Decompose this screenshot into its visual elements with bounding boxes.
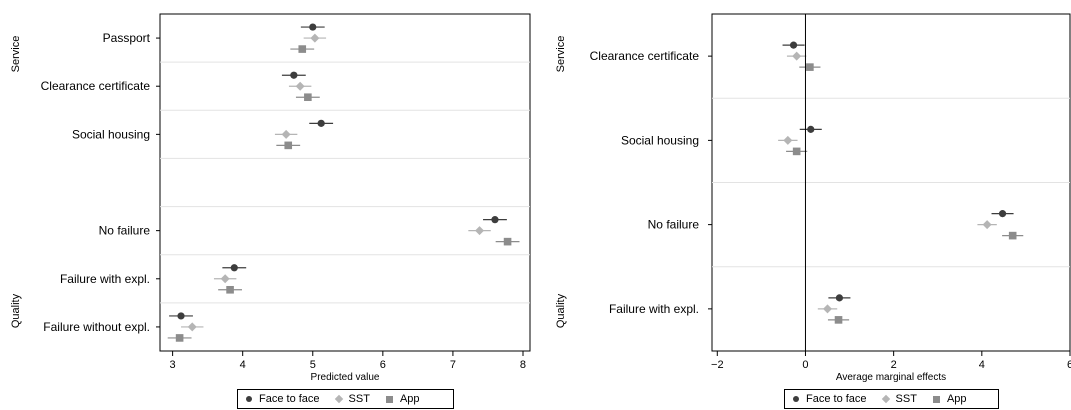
point-sst-failure-without-expl (187, 322, 197, 332)
point-face-to-face-failure-with-expl (230, 264, 238, 272)
diamond-marker-icon (334, 394, 343, 404)
legend-label: App (399, 393, 420, 405)
point-sst-clearance-certificate (295, 81, 305, 91)
point-face-to-face-social-housing (807, 125, 815, 133)
x-tick-label: 5 (310, 359, 316, 371)
point-face-to-face-failure-with-expl (835, 294, 844, 302)
group-label-service: Service (555, 36, 567, 73)
x-tick-label: 4 (979, 359, 985, 371)
x-tick-label: 4 (240, 359, 246, 371)
point-sst-failure-with-expl (823, 304, 833, 314)
point-face-to-face-clearance-certificate (290, 71, 298, 79)
x-tick-label: 3 (170, 359, 176, 371)
point-face-to-face-failure-without-expl (177, 312, 185, 320)
point-sst-no-failure (982, 220, 992, 230)
point-app-passport (298, 45, 307, 53)
diamond-marker-icon (881, 394, 890, 404)
legend-item-face-to-face: Face to face (246, 393, 320, 405)
x-tick-label: 2 (891, 359, 897, 371)
row-label-failure-without-expl: Failure without expl. (43, 320, 150, 334)
legend-item-app: App (932, 393, 967, 405)
circle-marker-icon (793, 396, 799, 402)
point-app-clearance-certificate (304, 93, 312, 102)
row-label-passport: Passport (103, 31, 151, 45)
row-label-no-failure: No failure (648, 218, 700, 232)
row-label-no-failure: No failure (99, 224, 151, 238)
circle-marker-icon (246, 396, 252, 402)
plot-frame (159, 13, 531, 352)
x-tick-label: 8 (520, 359, 526, 371)
point-app-social-housing (284, 141, 293, 150)
row-label-social-housing: Social housing (72, 127, 150, 141)
legend-label: Face to face (806, 393, 867, 405)
legend-left: Face to face SST App (237, 389, 454, 409)
x-tick-label: 6 (1067, 359, 1071, 371)
row-label-social-housing: Social housing (621, 133, 699, 147)
point-sst-no-failure (475, 226, 485, 236)
point-sst-passport (310, 33, 320, 43)
point-app-clearance-certificate (806, 63, 814, 71)
row-label-failure-with-expl: Failure with expl. (60, 272, 150, 286)
group-label-service: Service (10, 36, 22, 73)
legend-item-sst: SST (881, 393, 917, 405)
point-face-to-face-no-failure (998, 210, 1007, 218)
x-axis-title: Predicted value (311, 372, 380, 383)
legend-label: SST (348, 393, 370, 405)
point-app-no-failure (1008, 231, 1017, 240)
x-axis-title: Average marginal effects (836, 372, 946, 383)
legend-label: App (946, 393, 967, 405)
point-face-to-face-passport (309, 23, 317, 31)
point-app-no-failure (503, 237, 512, 246)
square-marker-icon (385, 395, 393, 403)
point-sst-social-housing (281, 129, 291, 139)
marginal-effects-chart: Clearance certificate Social housing Servi… (555, 13, 1071, 383)
x-tick-label: −2 (711, 359, 724, 371)
legend-item-app: App (385, 393, 420, 405)
group-label-quality: Quality (555, 293, 567, 328)
point-app-social-housing (792, 147, 801, 156)
legend-right: Face to face SST App (784, 389, 999, 409)
legend-item-face-to-face: Face to face (793, 393, 867, 405)
point-face-to-face-clearance-certificate (789, 41, 798, 49)
x-tick-label: 7 (450, 359, 456, 371)
point-app-failure-with-expl (834, 316, 843, 324)
legend-item-sst: SST (334, 393, 370, 405)
row-label-clearance-certificate: Clearance certificate (590, 49, 700, 63)
row-label-failure-with-expl: Failure with expl. (609, 302, 699, 316)
point-sst-clearance-certificate (792, 51, 802, 61)
x-tick-label: 0 (802, 359, 808, 371)
point-app-failure-without-expl (175, 334, 184, 342)
group-label-quality: Quality (10, 293, 22, 328)
legend-label: SST (895, 393, 917, 405)
point-face-to-face-no-failure (491, 216, 499, 224)
x-tick-label: 6 (380, 359, 386, 371)
square-marker-icon (932, 395, 940, 403)
row-label-clearance-certificate: Clearance certificate (41, 79, 151, 93)
point-sst-social-housing (783, 135, 793, 145)
point-sst-failure-with-expl (220, 274, 230, 284)
predicted-value-chart: Passport Clearance certificate Social hous… (10, 13, 531, 383)
legend-label: Face to face (259, 393, 320, 405)
point-face-to-face-social-housing (317, 119, 325, 127)
point-app-failure-with-expl (226, 285, 234, 294)
